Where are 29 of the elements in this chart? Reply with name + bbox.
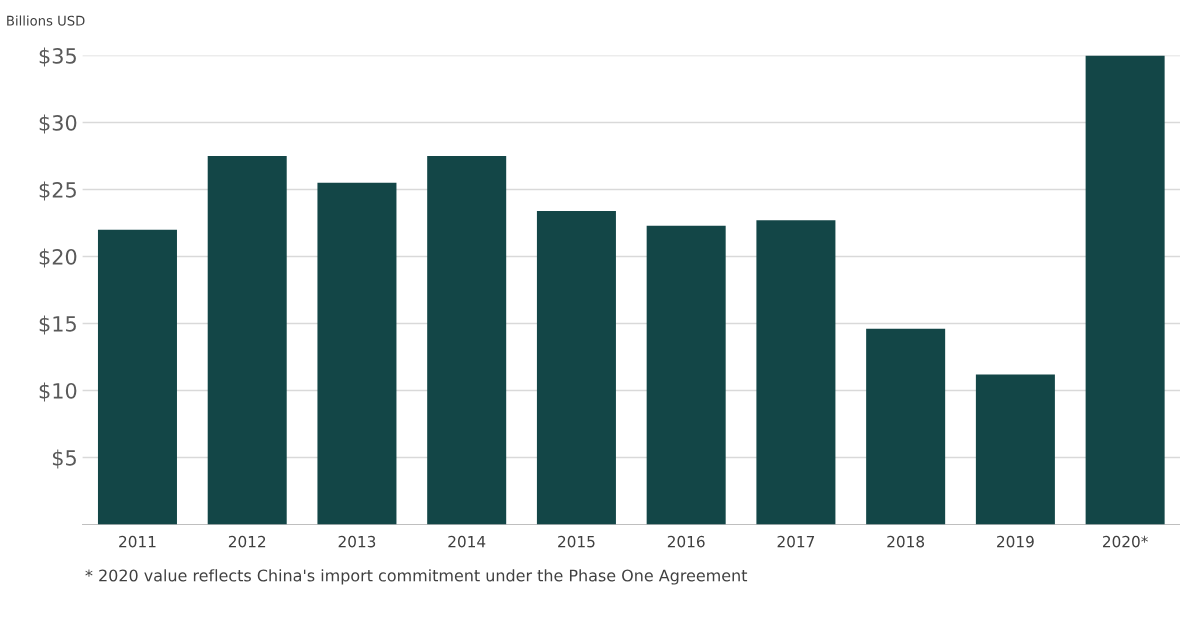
y-tick-label: $15: [39, 315, 76, 335]
x-tick-label: 2017: [777, 535, 815, 548]
bar: [427, 156, 507, 525]
y-tick-label: $30: [39, 114, 77, 134]
bar: [536, 210, 616, 525]
bar: [646, 225, 726, 525]
x-tick-label: 2019: [997, 535, 1034, 548]
bar: [97, 229, 177, 525]
y-tick-label: $5: [52, 449, 76, 469]
x-tick-label: 2018: [887, 535, 925, 548]
bar: [866, 328, 946, 525]
bar: [756, 220, 836, 525]
x-tick-label: 2011: [119, 535, 156, 548]
x-tick-label: 2020*: [1102, 535, 1148, 548]
bar: [975, 374, 1055, 525]
y-tick-label: $10: [39, 382, 77, 402]
x-tick-label: 2013: [338, 535, 376, 548]
text: * 2020 value reflects China's import commitment under the Phase One Agreement: [85, 569, 748, 585]
bar: [317, 182, 397, 525]
x-tick-label: 2014: [448, 535, 486, 548]
bar: [1085, 55, 1165, 525]
y-tick-label: $20: [39, 248, 77, 268]
y-tick-label: $25: [39, 181, 76, 201]
x-tick-label: 2016: [667, 535, 705, 548]
x-tick-label: 2012: [228, 535, 266, 548]
bar: [207, 156, 287, 525]
x-tick-label: 2015: [558, 535, 595, 548]
y-tick-label: $35: [39, 47, 76, 67]
y-axis-title: Billions USD: [7, 15, 85, 26]
